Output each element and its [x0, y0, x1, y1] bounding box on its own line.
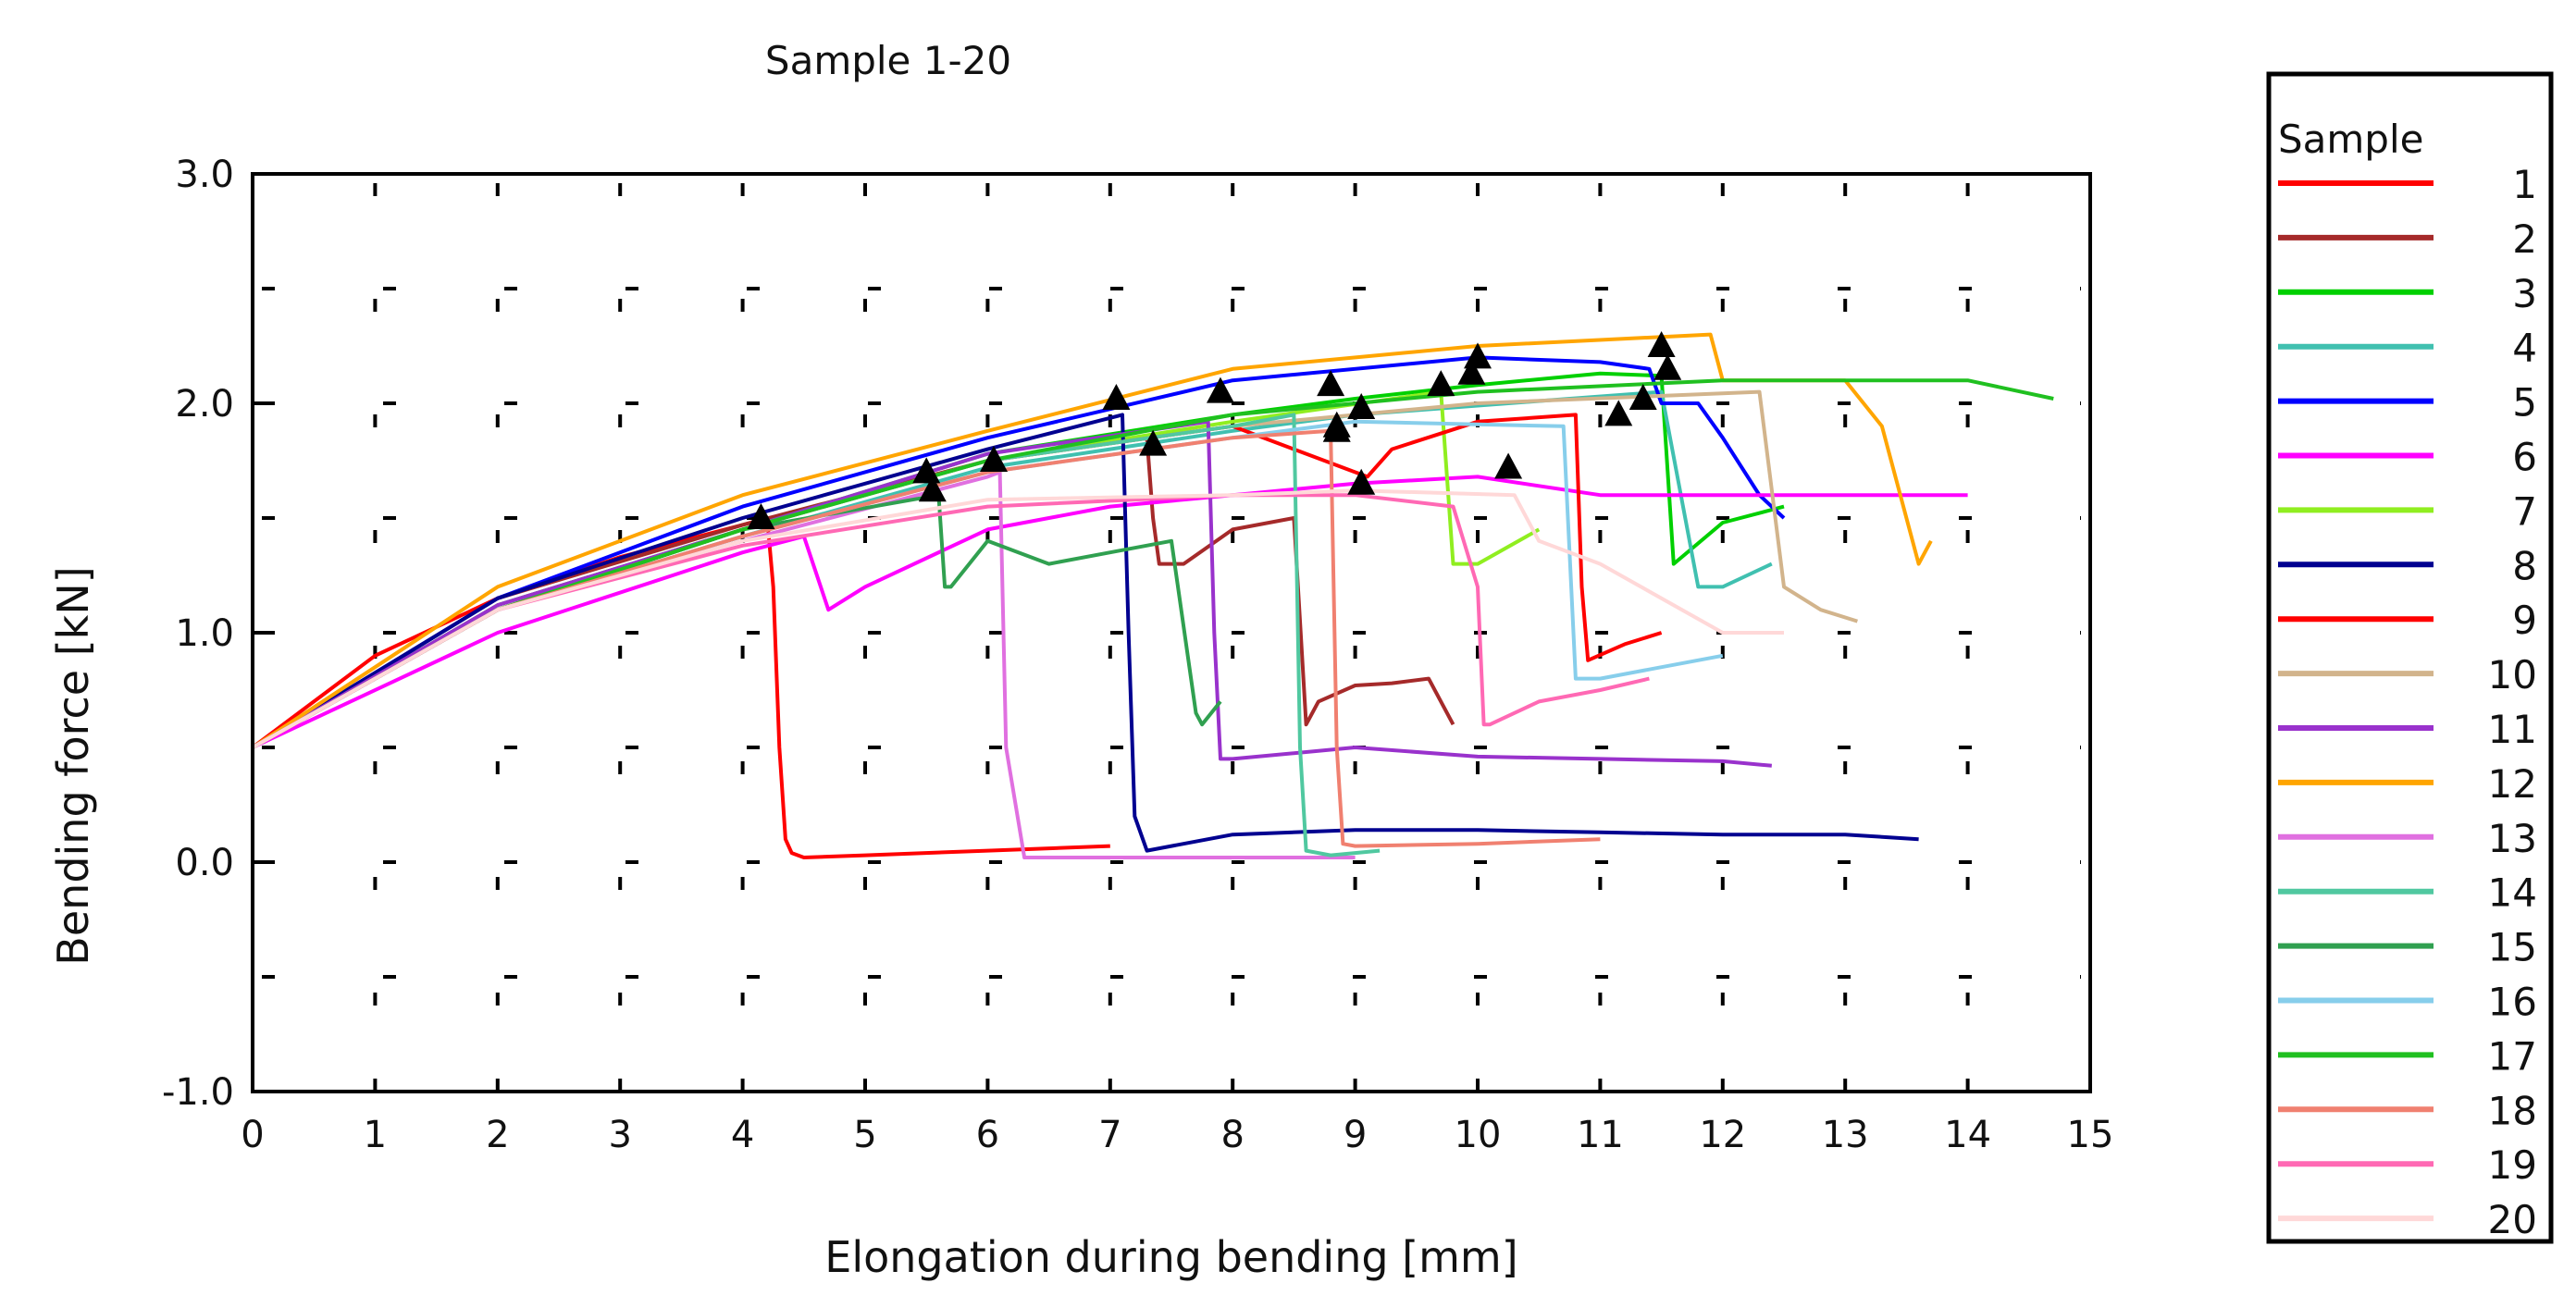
legend-label-7: 7: [2512, 488, 2537, 534]
chart-title: Sample 1-20: [765, 38, 1011, 83]
marker-16: [1322, 415, 1351, 442]
legend-label-15: 15: [2488, 925, 2537, 970]
x-tick-label: 5: [853, 1114, 876, 1156]
marker-8: [1102, 384, 1131, 411]
y-tick-label: 1.0: [175, 612, 234, 655]
x-tick-label: 12: [1699, 1114, 1746, 1156]
series-line-4: [252, 389, 1773, 749]
legend-label-14: 14: [2488, 870, 2537, 916]
x-tick-label: 1: [364, 1114, 387, 1156]
grid: [262, 183, 2081, 1082]
legend-label-5: 5: [2512, 380, 2537, 426]
legend-label-2: 2: [2512, 216, 2537, 262]
marker-10: [1604, 400, 1633, 426]
series-line-8: [251, 413, 1919, 853]
marker-4: [1629, 384, 1657, 411]
series-line-5: [251, 355, 1786, 749]
marker-9: [1347, 468, 1376, 495]
x-tick-label: 6: [976, 1114, 999, 1156]
y-tick-label: -1.0: [162, 1071, 234, 1114]
x-tick-label: 8: [1220, 1114, 1244, 1156]
legend-label-12: 12: [2488, 761, 2537, 807]
marker-6: [1494, 452, 1523, 479]
legend-label-10: 10: [2488, 652, 2537, 697]
legend-box: [2266, 71, 2554, 1244]
axis-ticks: 0 1 2 3 4 5 6 7 8 9 10 11 12 13 14 15-1.00.01.02.03.0: [162, 154, 2114, 1156]
legend-label-3: 3: [2512, 271, 2537, 316]
y-tick-label: 3.0: [175, 154, 234, 196]
marker-3: [1653, 353, 1682, 380]
marker-5: [1647, 331, 1676, 357]
series-line-11: [251, 419, 1772, 768]
marker-2: [1139, 429, 1168, 456]
series-line-7: [252, 389, 1541, 749]
x-tick-label: 7: [1098, 1114, 1121, 1156]
marker-18: [912, 457, 941, 484]
x-tick-label: 10: [1455, 1114, 1502, 1156]
marker-1: [747, 503, 775, 529]
markers: [747, 331, 1682, 529]
x-tick-label: 15: [2067, 1114, 2114, 1156]
marker-13: [980, 446, 1009, 472]
x-tick-label: 4: [731, 1114, 754, 1156]
series-line-17: [252, 378, 2054, 749]
series-line-12: [251, 332, 1933, 749]
legend-title: Sample: [2278, 117, 2423, 162]
marker-17: [1347, 392, 1376, 419]
x-tick-label: 3: [608, 1114, 631, 1156]
legend-label-4: 4: [2512, 326, 2537, 371]
y-axis-label: Bending force [kN]: [48, 566, 98, 965]
marker-19: [1317, 370, 1345, 397]
marker-11: [1206, 376, 1234, 403]
marker-15: [918, 475, 947, 502]
series-line-19: [252, 493, 1650, 749]
plot-frame: [251, 172, 2092, 1093]
legend-label-6: 6: [2512, 435, 2537, 480]
series-line-6: [252, 475, 1968, 749]
x-tick-label: 13: [1822, 1114, 1869, 1156]
series-line-20: [252, 488, 1784, 749]
x-tick-label: 11: [1577, 1114, 1624, 1156]
x-tick-label: 9: [1344, 1114, 1367, 1156]
x-tick-label: 14: [1944, 1114, 1991, 1156]
y-tick-label: 2.0: [175, 383, 234, 426]
x-tick-label: 0: [241, 1114, 264, 1156]
x-axis-label: Elongation during bending [mm]: [824, 1232, 1517, 1282]
marker-20: [1457, 358, 1486, 385]
legend-label-19: 19: [2488, 1142, 2537, 1188]
legend-label-8: 8: [2512, 543, 2537, 588]
marker-7: [1427, 370, 1455, 397]
legend-label-9: 9: [2512, 598, 2537, 643]
y-tick-label: 0.0: [175, 842, 234, 884]
legend-label-11: 11: [2488, 707, 2537, 752]
legend-label-18: 18: [2488, 1088, 2537, 1133]
legend-label-1: 1: [2512, 162, 2537, 207]
legend-label-20: 20: [2488, 1197, 2537, 1242]
legend-label-17: 17: [2488, 1033, 2537, 1079]
plot-area: [251, 332, 2054, 859]
legend-label-13: 13: [2488, 816, 2537, 861]
legend-label-16: 16: [2488, 980, 2537, 1025]
x-tick-label: 2: [486, 1114, 509, 1156]
